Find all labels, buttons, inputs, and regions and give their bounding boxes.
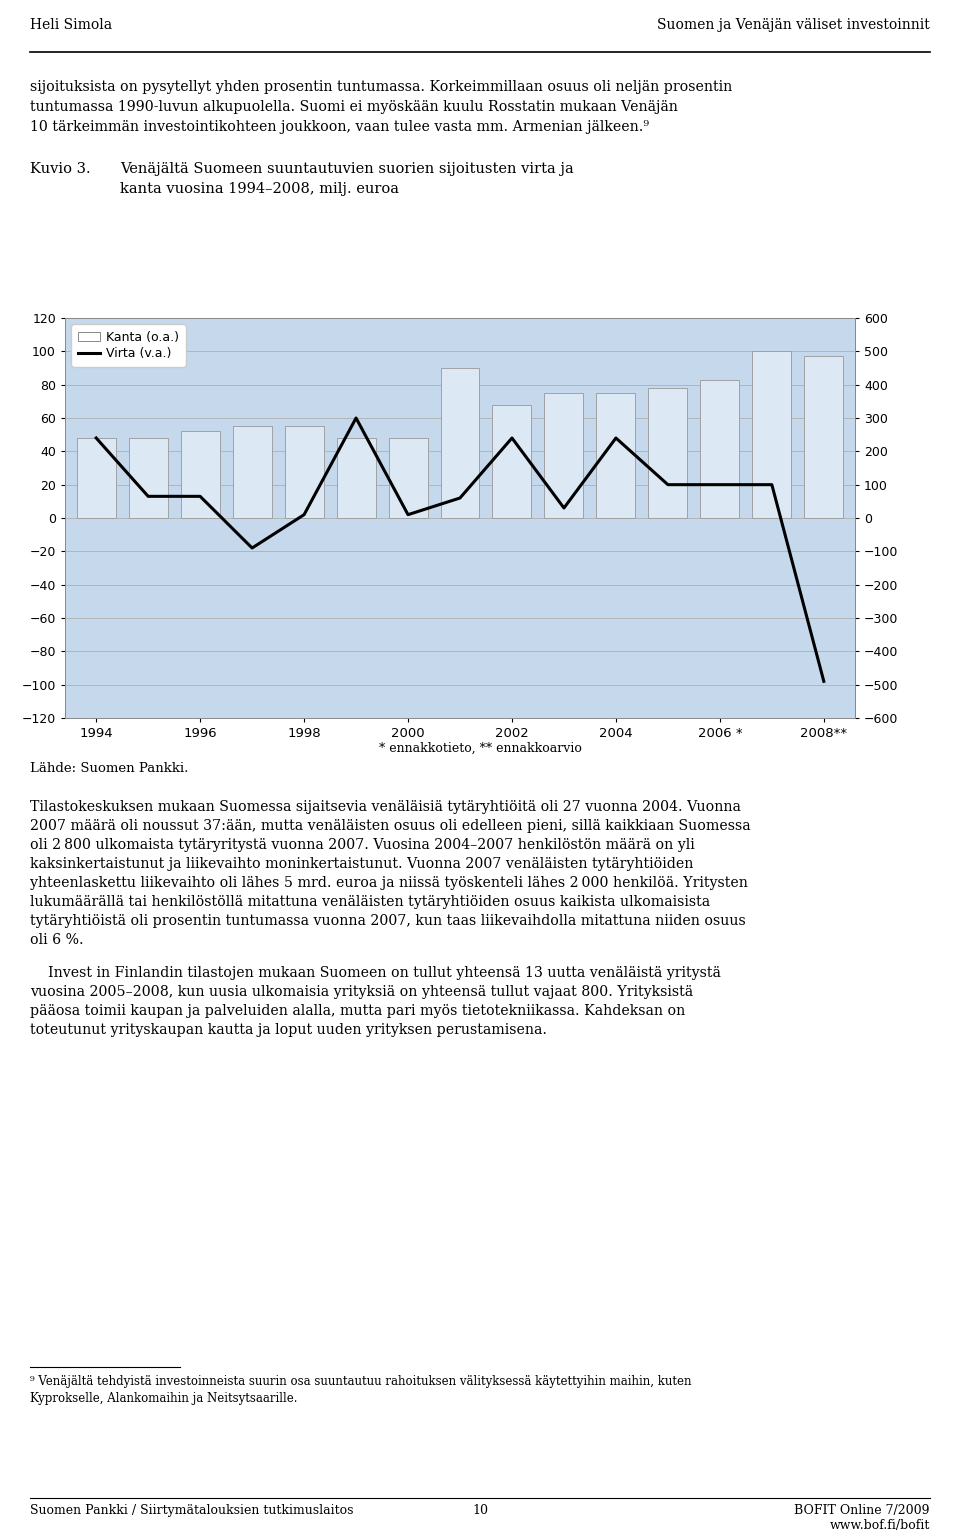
Text: Suomen ja Venäjän väliset investoinnit: Suomen ja Venäjän väliset investoinnit <box>658 18 930 32</box>
Text: yhteenlaskettu liikevaihto oli lähes 5 mrd. euroa ja niissä työskenteli lähes 2 : yhteenlaskettu liikevaihto oli lähes 5 m… <box>30 876 748 890</box>
Bar <box>596 393 636 518</box>
Text: oli 2 800 ulkomaista tytäryritystä vuonna 2007. Vuosina 2004–2007 henkilöstön mä: oli 2 800 ulkomaista tytäryritystä vuonn… <box>30 838 695 851</box>
Bar <box>232 426 272 518</box>
Text: Lähde: Suomen Pankki.: Lähde: Suomen Pankki. <box>30 762 188 775</box>
Bar <box>129 439 168 518</box>
Text: Kuvio 3.: Kuvio 3. <box>30 163 90 176</box>
Text: toteutunut yrityskaupan kautta ja loput uuden yrityksen perustamisena.: toteutunut yrityskaupan kautta ja loput … <box>30 1023 547 1037</box>
Text: 2007 määrä oli noussut 37:ään, mutta venäläisten osuus oli edelleen pieni, sillä: 2007 määrä oli noussut 37:ään, mutta ven… <box>30 819 751 833</box>
Bar <box>337 439 375 518</box>
Bar <box>544 393 584 518</box>
Text: Suomen Pankki / Siirtymätalouksien tutkimuslaitos: Suomen Pankki / Siirtymätalouksien tutki… <box>30 1503 353 1517</box>
Text: 10 tärkeimmän investointikohteen joukkoon, vaan tulee vasta mm. Armenian jälkeen: 10 tärkeimmän investointikohteen joukkoo… <box>30 120 649 133</box>
Text: oli 6 %.: oli 6 %. <box>30 933 84 946</box>
Text: 10: 10 <box>472 1503 488 1517</box>
Bar <box>180 431 220 518</box>
Text: Tilastokeskuksen mukaan Suomessa sijaitsevia venäläisiä tytäryhtiöitä oli 27 vuo: Tilastokeskuksen mukaan Suomessa sijaits… <box>30 801 741 815</box>
Bar <box>804 356 843 518</box>
Text: Heli Simola: Heli Simola <box>30 18 112 32</box>
Bar <box>389 439 427 518</box>
Text: * ennakkotieto, ** ennakkoarvio: * ennakkotieto, ** ennakkoarvio <box>378 742 582 755</box>
Text: Kyprokselle, Alankomaihin ja Neitsytsaarille.: Kyprokselle, Alankomaihin ja Neitsytsaar… <box>30 1391 298 1405</box>
Text: BOFIT Online 7/2009
www.bof.fi/bofit: BOFIT Online 7/2009 www.bof.fi/bofit <box>795 1503 930 1532</box>
Text: Venäjältä Suomeen suuntautuvien suorien sijoitusten virta ja: Venäjältä Suomeen suuntautuvien suorien … <box>120 163 574 176</box>
Bar <box>648 388 687 518</box>
Text: lukumäärällä tai henkilöstöllä mitattuna venäläisten tytäryhtiöiden osuus kaikis: lukumäärällä tai henkilöstöllä mitattuna… <box>30 894 710 910</box>
Text: tuntumassa 1990-luvun alkupuolella. Suomi ei myöskään kuulu Rosstatin mukaan Ven: tuntumassa 1990-luvun alkupuolella. Suom… <box>30 100 678 114</box>
Text: kaksinkertaistunut ja liikevaihto moninkertaistunut. Vuonna 2007 venäläisten tyt: kaksinkertaistunut ja liikevaihto monink… <box>30 858 693 871</box>
Bar <box>441 368 479 518</box>
Bar <box>701 380 739 518</box>
Text: ⁹ Venäjältä tehdyistä investoinneista suurin osa suuntautuu rahoituksen välityks: ⁹ Venäjältä tehdyistä investoinneista su… <box>30 1374 691 1388</box>
Legend: Kanta (o.a.), Virta (v.a.): Kanta (o.a.), Virta (v.a.) <box>71 324 185 367</box>
Text: sijoituksista on pysytellyt yhden prosentin tuntumassa. Korkeimmillaan osuus oli: sijoituksista on pysytellyt yhden prosen… <box>30 80 732 94</box>
Text: kanta vuosina 1994–2008, milj. euroa: kanta vuosina 1994–2008, milj. euroa <box>120 183 399 196</box>
Text: pääosa toimii kaupan ja palveluiden alalla, mutta pari myös tietotekniikassa. Ka: pääosa toimii kaupan ja palveluiden alal… <box>30 1003 685 1019</box>
Text: tytäryhtiöistä oli prosentin tuntumassa vuonna 2007, kun taas liikevaihdolla mit: tytäryhtiöistä oli prosentin tuntumassa … <box>30 914 746 928</box>
Bar <box>77 439 115 518</box>
Text: Invest in Finlandin tilastojen mukaan Suomeen on tullut yhteensä 13 uutta venälä: Invest in Finlandin tilastojen mukaan Su… <box>30 966 721 980</box>
Text: vuosina 2005–2008, kun uusia ulkomaisia yrityksiä on yhteensä tullut vajaat 800.: vuosina 2005–2008, kun uusia ulkomaisia … <box>30 985 693 999</box>
Bar <box>284 426 324 518</box>
Bar <box>492 405 532 518</box>
Bar <box>753 351 791 518</box>
